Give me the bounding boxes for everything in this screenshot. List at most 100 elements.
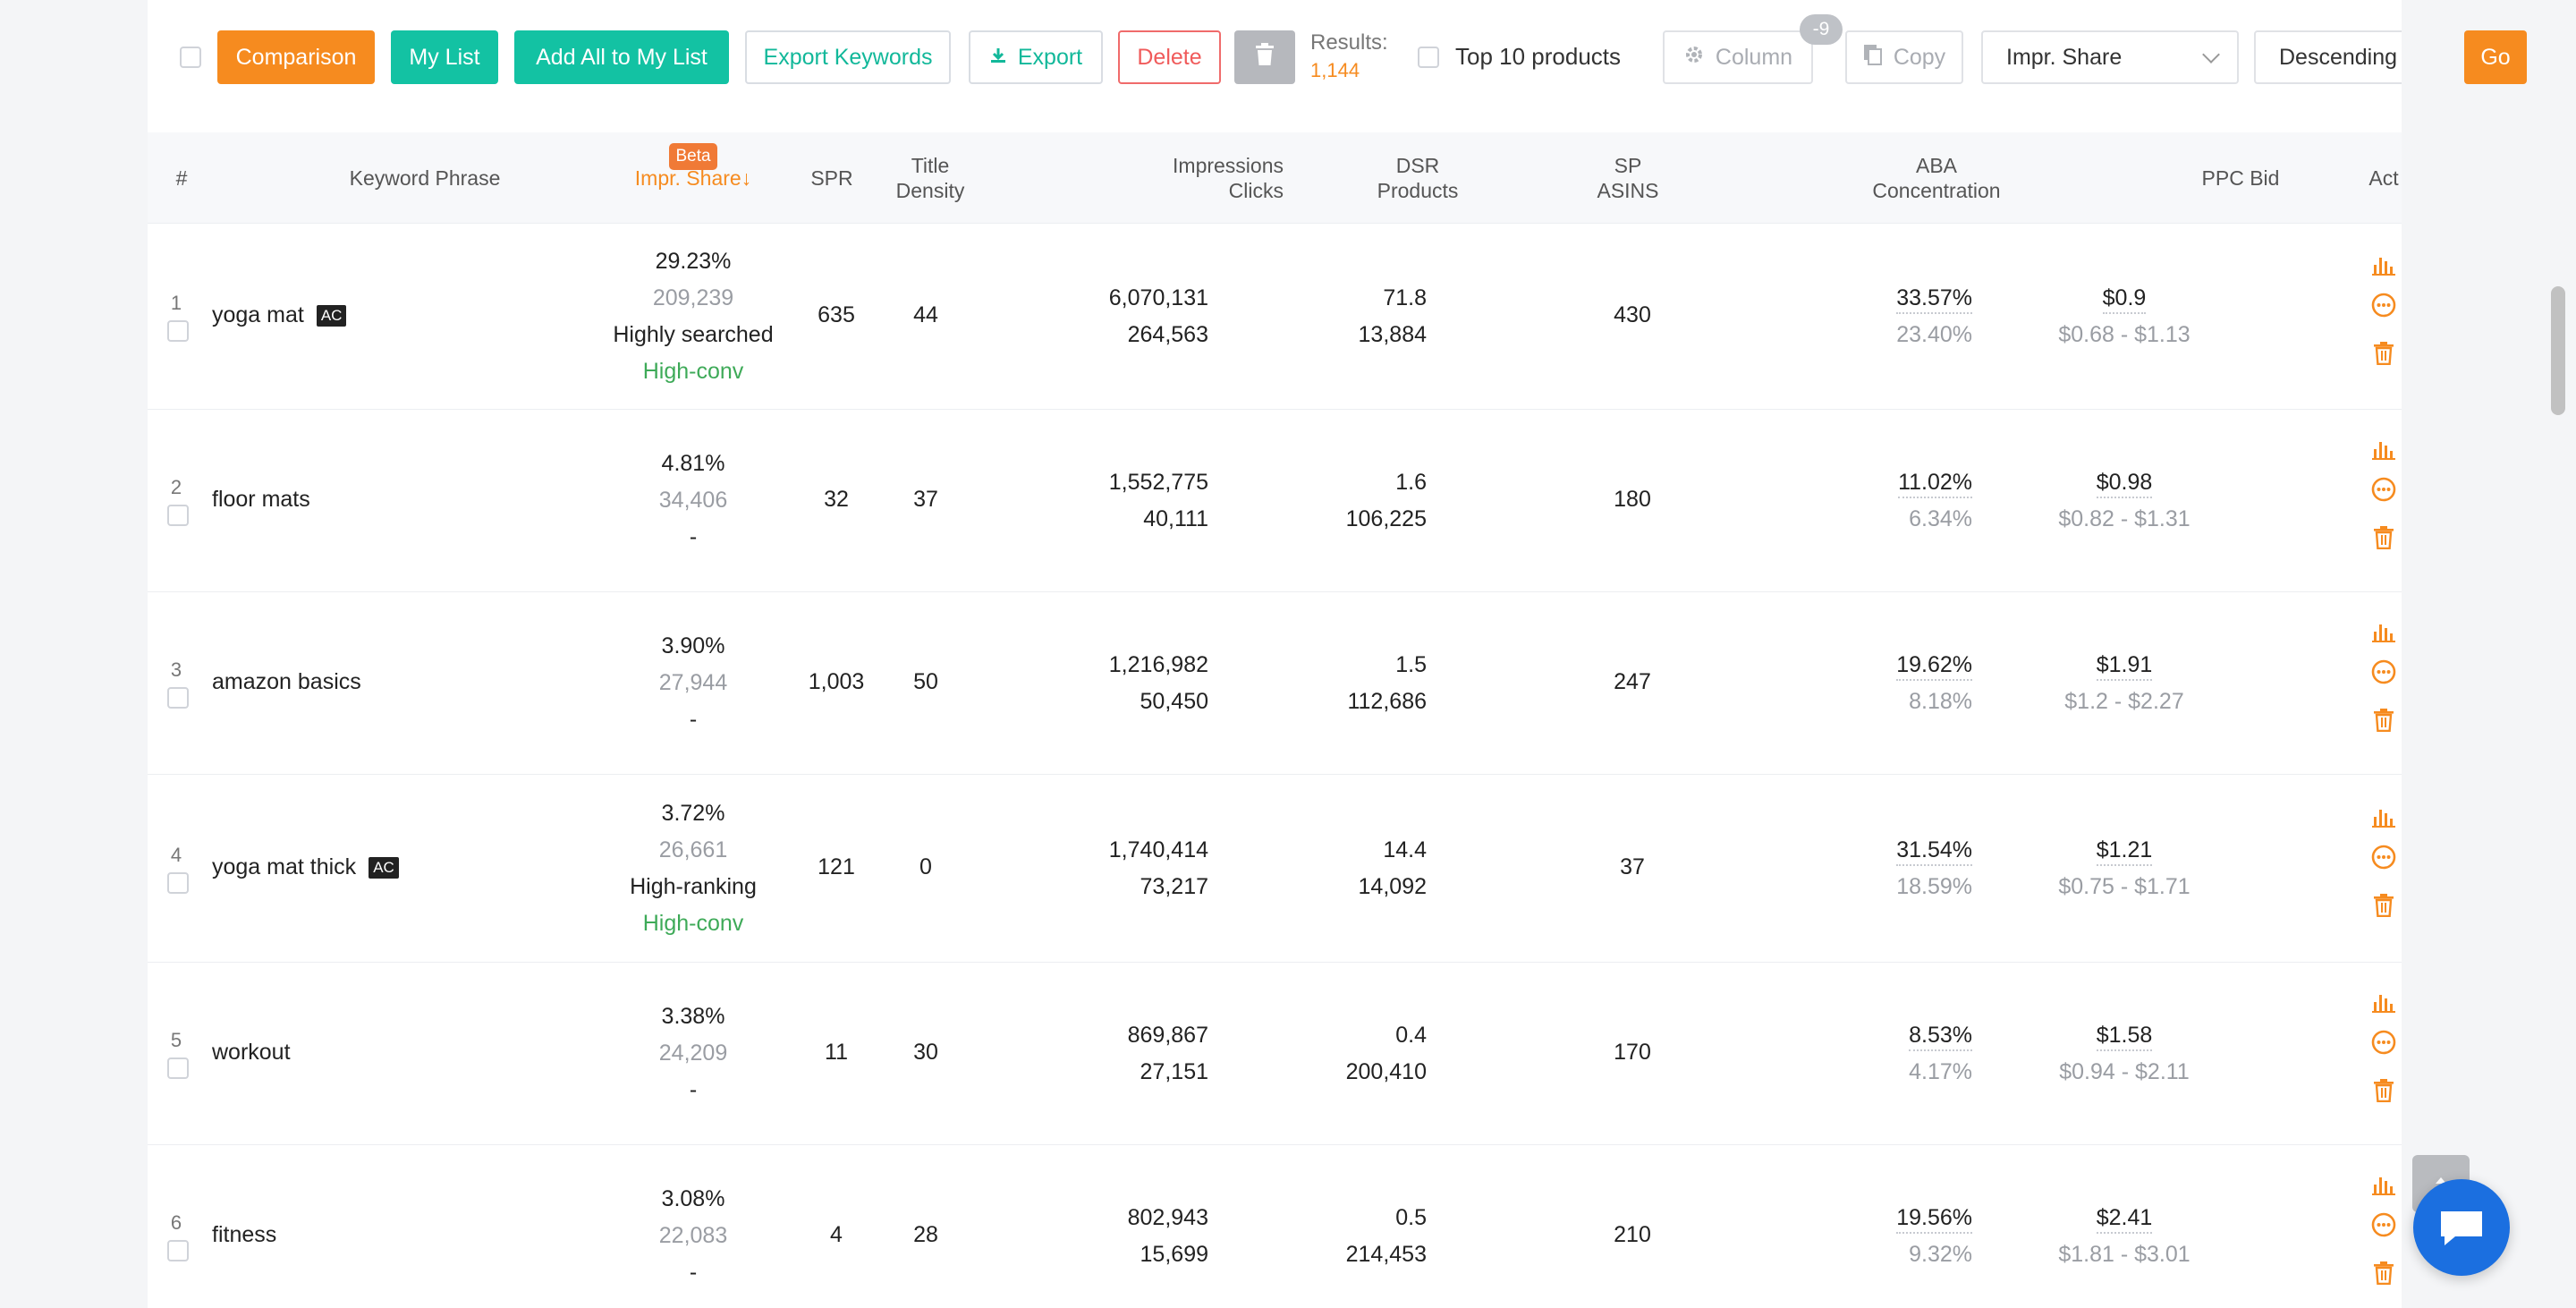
ppc-bid-value[interactable]: $0.9 xyxy=(2102,285,2147,314)
ppc-bid-value[interactable]: $1.21 xyxy=(2096,837,2153,866)
dsr-products-cell: 14.4 14,092 xyxy=(1310,832,1427,905)
row-checkbox[interactable] xyxy=(167,505,189,526)
impr-share-cell: 29.23% 209,239 Highly searched High-conv xyxy=(586,243,801,390)
row-checkbox[interactable] xyxy=(167,687,189,709)
trash-icon[interactable] xyxy=(2373,709,2394,732)
more-circle-icon[interactable] xyxy=(2370,844,2397,894)
keyword-panel: Comparison My List Add All to My List Ex… xyxy=(148,0,2402,1308)
col-impr-share[interactable]: Beta Impr. Share↓ xyxy=(613,132,774,224)
dsr-value: 1.6 xyxy=(1395,470,1427,495)
more-circle-icon[interactable] xyxy=(2370,1029,2397,1079)
impressions-value: 802,943 xyxy=(1127,1205,1208,1230)
trash-icon[interactable] xyxy=(2373,894,2394,917)
trash-icon[interactable] xyxy=(2373,526,2394,549)
keyword-text[interactable]: amazon basics xyxy=(212,669,361,694)
keyword-text[interactable]: floor mats xyxy=(212,487,310,512)
add-all-button[interactable]: Add All to My List xyxy=(514,30,729,84)
col-impressions-clicks[interactable]: Impressions Clicks xyxy=(1173,154,1284,202)
comparison-button[interactable]: Comparison xyxy=(217,30,375,84)
row-checkbox[interactable] xyxy=(167,1240,189,1261)
trash-icon[interactable] xyxy=(2373,1261,2394,1285)
sort-order-value: Descending xyxy=(2279,44,2398,70)
more-circle-icon[interactable] xyxy=(2370,292,2397,342)
results-label: Results: xyxy=(1310,30,1388,55)
aba-value[interactable]: 19.56% xyxy=(1896,1205,1972,1234)
aba-value[interactable]: 8.53% xyxy=(1909,1023,1972,1051)
row-checkbox[interactable] xyxy=(167,872,189,894)
export-button[interactable]: Export xyxy=(969,30,1103,84)
col-ppc-bid[interactable]: PPC Bid xyxy=(2201,166,2280,190)
ppc-bid-value[interactable]: $2.41 xyxy=(2096,1205,2153,1234)
bar-chart-icon[interactable] xyxy=(2372,991,2395,1029)
bar-chart-icon[interactable] xyxy=(2372,438,2395,476)
chat-button[interactable] xyxy=(2413,1179,2510,1276)
keyword-cell[interactable]: floor mats xyxy=(212,487,310,513)
impr-share-percent: 3.72% xyxy=(661,801,725,826)
impressions-value: 6,070,131 xyxy=(1108,285,1208,310)
keyword-text[interactable]: yoga mat thick xyxy=(212,854,357,879)
table-row: 2 floor mats 4.81% 34,406 - 32 37 1,552,775 40,1… xyxy=(148,410,2402,592)
ppc-bid-value[interactable]: $1.91 xyxy=(2096,652,2153,681)
ppc-bid-range: $0.68 - $1.13 xyxy=(2058,322,2190,347)
ppc-bid-value[interactable]: $1.58 xyxy=(2096,1023,2153,1051)
ppc-bid-range: $0.94 - $2.11 xyxy=(2059,1059,2190,1084)
aba-value[interactable]: 11.02% xyxy=(1898,470,1972,498)
trash-button[interactable] xyxy=(1234,30,1295,84)
bar-chart-icon[interactable] xyxy=(2372,254,2395,292)
bar-chart-icon[interactable] xyxy=(2372,806,2395,844)
aba-value[interactable]: 31.54% xyxy=(1896,837,1972,866)
search-tag: High-ranking xyxy=(630,874,757,899)
my-list-button[interactable]: My List xyxy=(391,30,498,84)
copy-button[interactable]: Copy xyxy=(1845,30,1963,84)
col-keyword[interactable]: Keyword Phrase xyxy=(349,166,501,190)
trash-icon[interactable] xyxy=(2373,1079,2394,1102)
keyword-text[interactable]: yoga mat xyxy=(212,302,304,327)
delete-button[interactable]: Delete xyxy=(1118,30,1221,84)
column-button[interactable]: Column xyxy=(1663,30,1813,84)
more-circle-icon[interactable] xyxy=(2370,1211,2397,1261)
top10-checkbox[interactable] xyxy=(1418,47,1439,68)
row-checkbox[interactable] xyxy=(167,1057,189,1079)
col-aba-concentration[interactable]: ABA Concentration xyxy=(1872,154,2001,202)
more-circle-icon[interactable] xyxy=(2370,476,2397,526)
keyword-text[interactable]: fitness xyxy=(212,1222,277,1247)
aba-secondary-value: 18.59% xyxy=(1896,874,1972,899)
row-checkbox[interactable] xyxy=(167,320,189,342)
keyword-cell[interactable]: amazon basics xyxy=(212,669,361,695)
trash-icon[interactable] xyxy=(2373,342,2394,365)
select-all-checkbox[interactable] xyxy=(180,47,201,68)
impressions-clicks-cell: 869,867 27,151 xyxy=(1042,1017,1208,1091)
col-spr[interactable]: SPR xyxy=(810,166,853,190)
ppc-bid-cell: $1.58 $0.94 - $2.11 xyxy=(2035,1017,2214,1091)
column-badge: -9 xyxy=(1800,14,1843,45)
bar-chart-icon[interactable] xyxy=(2372,621,2395,658)
scrollbar-thumb[interactable] xyxy=(2551,286,2565,415)
keyword-cell[interactable]: yoga mat AC xyxy=(212,302,347,328)
copy-label: Copy xyxy=(1893,44,1946,70)
export-keywords-button[interactable]: Export Keywords xyxy=(745,30,951,84)
ppc-bid-cell: $1.21 $0.75 - $1.71 xyxy=(2035,832,2214,905)
search-tag: - xyxy=(689,1260,698,1285)
aba-value[interactable]: 19.62% xyxy=(1896,652,1972,681)
keyword-cell[interactable]: yoga mat thick AC xyxy=(212,854,399,880)
col-sp-asins[interactable]: SP ASINS xyxy=(1597,154,1659,202)
sort-field-select[interactable]: Impr. Share xyxy=(1981,30,2239,84)
more-circle-icon[interactable] xyxy=(2370,658,2397,709)
row-actions xyxy=(2366,254,2402,365)
chevron-down-icon xyxy=(2202,46,2220,64)
ppc-bid-value[interactable]: $0.98 xyxy=(2096,470,2153,498)
bar-chart-icon[interactable] xyxy=(2372,1174,2395,1211)
keyword-text[interactable]: workout xyxy=(212,1040,291,1065)
col-title-density[interactable]: Title Density xyxy=(895,154,965,202)
impressions-clicks-cell: 1,740,414 73,217 xyxy=(1042,832,1208,905)
col-dsr-products[interactable]: DSR Products xyxy=(1377,154,1459,202)
aba-value[interactable]: 33.57% xyxy=(1896,285,1972,314)
sp-asins-value: 430 xyxy=(1614,302,1651,327)
sort-order-select[interactable]: Descending xyxy=(2254,30,2402,84)
ppc-bid-cell: $0.9 $0.68 - $1.13 xyxy=(2035,280,2214,353)
keyword-cell[interactable]: workout xyxy=(212,1040,291,1066)
products-value: 14,092 xyxy=(1358,874,1427,899)
go-button[interactable]: Go xyxy=(2464,30,2527,84)
row-index: 3 xyxy=(170,658,182,681)
keyword-cell[interactable]: fitness xyxy=(212,1222,276,1248)
